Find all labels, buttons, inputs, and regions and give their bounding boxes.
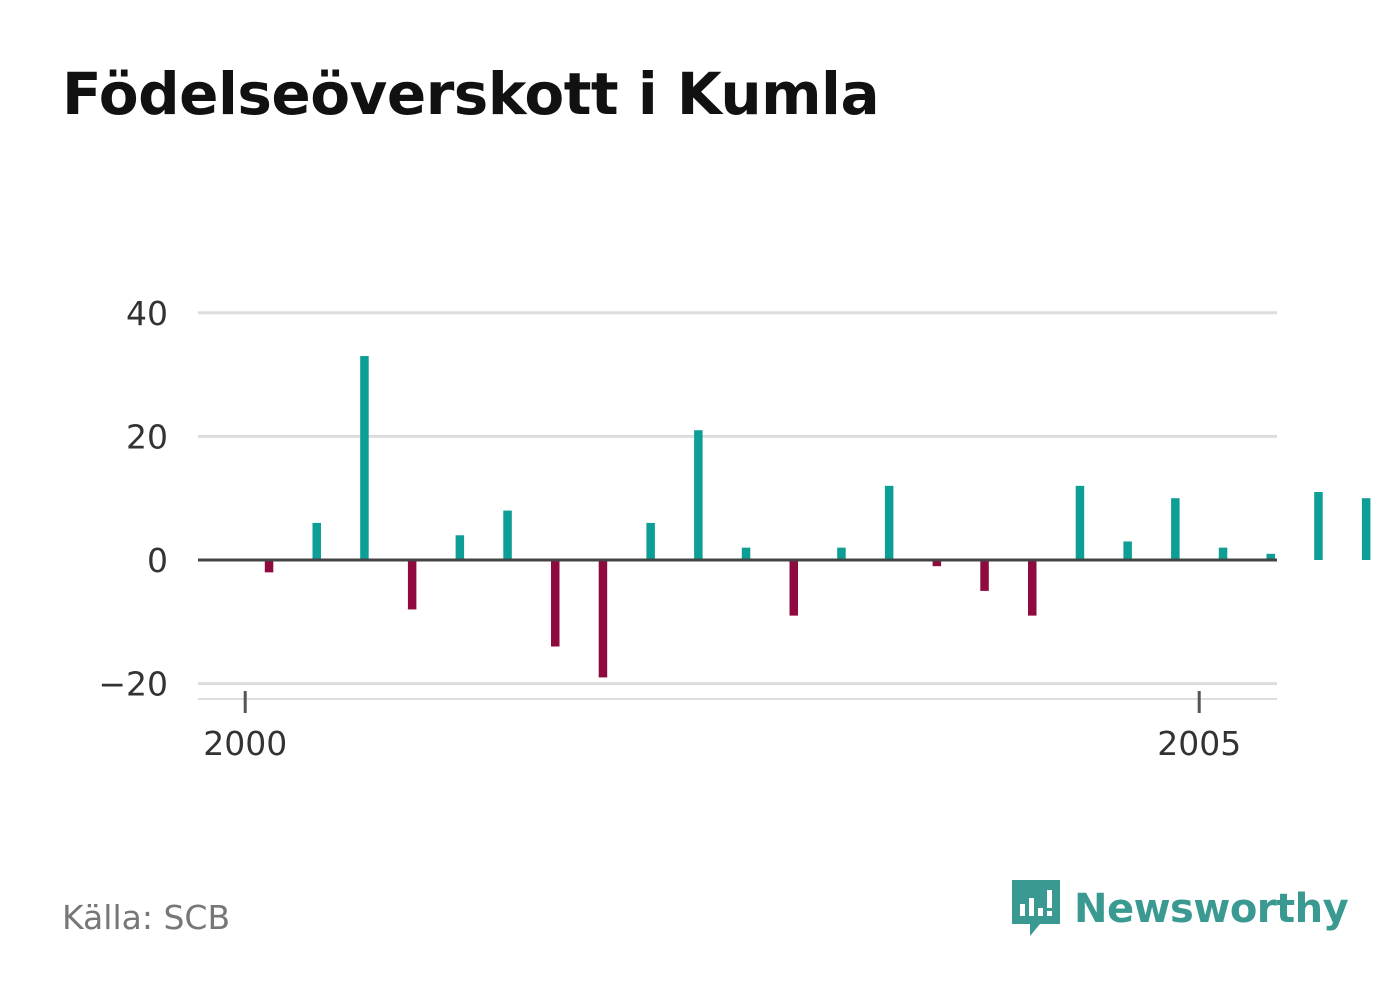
bar-q20 xyxy=(1171,498,1180,560)
bars xyxy=(264,356,1371,678)
gridlines xyxy=(198,311,1277,686)
bar-q7 xyxy=(551,560,560,647)
bar-q3 xyxy=(360,356,369,560)
bar-q22 xyxy=(1266,553,1275,560)
newsworthy-logo: Newsworthy xyxy=(1010,878,1349,940)
x-tick-label: 2000 xyxy=(203,724,287,763)
bar-q19 xyxy=(1123,541,1132,560)
y-tick-label: 40 xyxy=(126,294,168,333)
bar-q1 xyxy=(264,560,274,573)
bar-q15 xyxy=(932,560,942,567)
bar-q23 xyxy=(1314,492,1323,560)
source-note: Källa: SCB xyxy=(62,898,231,937)
newsworthy-logo-icon xyxy=(1012,880,1060,936)
bar-q11 xyxy=(741,547,751,560)
bar-q16 xyxy=(980,560,989,591)
bar-q21 xyxy=(1218,547,1228,560)
bar-q9 xyxy=(646,522,655,560)
x-tick-label: 2005 xyxy=(1157,724,1241,763)
bar-q13 xyxy=(837,547,846,560)
y-tick-label: 20 xyxy=(126,417,168,456)
bar-q8 xyxy=(598,560,608,678)
newsworthy-logo-text: Newsworthy xyxy=(1074,886,1349,932)
y-tick-label: 0 xyxy=(147,541,168,580)
bar-q2 xyxy=(312,522,321,560)
y-tick-label: −20 xyxy=(98,665,168,704)
axes: −2002040200020052010201520202025 xyxy=(98,294,1277,763)
bar-q4 xyxy=(407,560,417,610)
bar-q10 xyxy=(694,430,703,560)
bar-q5 xyxy=(455,535,465,560)
chart-title: Födelseöverskott i Kumla xyxy=(62,60,880,128)
bar-q12 xyxy=(789,560,798,616)
bar-q6 xyxy=(503,510,512,560)
bar-q18 xyxy=(1075,485,1085,560)
bar-q14 xyxy=(884,485,894,560)
bar-q24 xyxy=(1361,498,1371,560)
bar-q17 xyxy=(1028,560,1037,616)
